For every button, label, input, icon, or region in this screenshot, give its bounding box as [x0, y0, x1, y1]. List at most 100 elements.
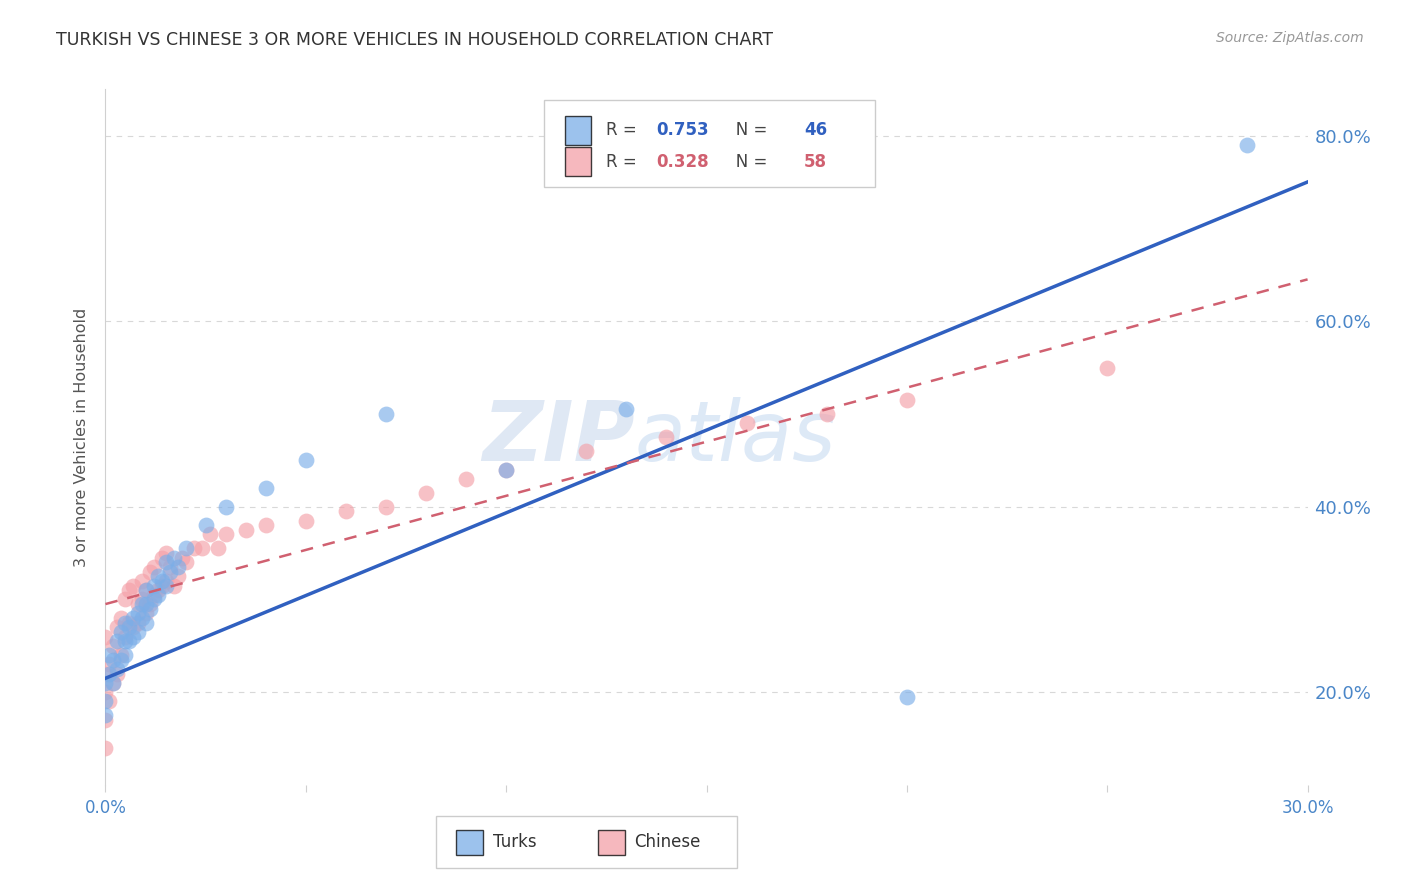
Text: 46: 46 — [804, 121, 827, 139]
Point — [103, 676, 125, 690]
Point — [142, 560, 165, 574]
FancyBboxPatch shape — [544, 100, 875, 186]
Point — [107, 634, 129, 648]
Point — [118, 583, 141, 598]
Point — [295, 514, 318, 528]
Point — [94, 630, 117, 644]
Point — [159, 560, 181, 574]
Point — [174, 555, 197, 569]
Point — [1236, 137, 1258, 152]
Point — [454, 472, 477, 486]
Text: 58: 58 — [804, 153, 827, 170]
Point — [575, 444, 598, 458]
FancyBboxPatch shape — [599, 830, 624, 855]
Point — [138, 565, 160, 579]
Point — [98, 666, 121, 681]
Point — [114, 648, 136, 662]
Point — [103, 653, 125, 667]
Point — [94, 685, 117, 699]
Point — [135, 615, 157, 630]
Point — [107, 666, 129, 681]
FancyBboxPatch shape — [565, 116, 591, 145]
Point — [98, 648, 121, 662]
Point — [135, 597, 157, 611]
Point — [122, 620, 145, 634]
Point — [194, 518, 217, 533]
Point — [142, 578, 165, 592]
FancyBboxPatch shape — [457, 830, 482, 855]
Text: 0.328: 0.328 — [657, 153, 709, 170]
Point — [114, 615, 136, 630]
Point — [235, 523, 257, 537]
Point — [131, 611, 153, 625]
Point — [127, 615, 149, 630]
Point — [118, 615, 141, 630]
Text: ZIP: ZIP — [482, 397, 634, 477]
Point — [94, 713, 117, 727]
Point — [138, 601, 160, 615]
Point — [135, 583, 157, 598]
Point — [214, 527, 236, 541]
Point — [166, 560, 188, 574]
Text: R =: R = — [606, 121, 641, 139]
Text: TURKISH VS CHINESE 3 OR MORE VEHICLES IN HOUSEHOLD CORRELATION CHART: TURKISH VS CHINESE 3 OR MORE VEHICLES IN… — [56, 31, 773, 49]
Point — [146, 588, 169, 602]
Text: N =: N = — [720, 121, 772, 139]
Point — [162, 550, 184, 565]
Text: 0.753: 0.753 — [657, 121, 709, 139]
Point — [207, 541, 229, 556]
Point — [174, 541, 197, 556]
Point — [655, 430, 678, 444]
Point — [150, 574, 173, 588]
FancyBboxPatch shape — [436, 816, 737, 869]
Point — [155, 578, 177, 592]
Point — [495, 462, 517, 476]
Point — [616, 402, 638, 417]
Point — [198, 527, 221, 541]
Point — [155, 555, 177, 569]
Point — [98, 694, 121, 708]
Point — [374, 500, 398, 514]
Point — [94, 666, 117, 681]
Text: R =: R = — [606, 153, 641, 170]
Point — [254, 518, 277, 533]
Point — [131, 592, 153, 607]
Point — [110, 648, 132, 662]
Point — [815, 407, 838, 421]
Point — [374, 407, 398, 421]
Point — [94, 708, 117, 723]
Text: Turks: Turks — [492, 833, 536, 851]
Point — [103, 639, 125, 653]
Point — [735, 416, 758, 430]
Point — [122, 578, 145, 592]
Point — [122, 630, 145, 644]
Point — [94, 694, 117, 708]
Point — [214, 500, 236, 514]
Point — [114, 592, 136, 607]
Text: N =: N = — [720, 153, 772, 170]
Point — [146, 583, 169, 598]
Point — [135, 583, 157, 598]
Text: Chinese: Chinese — [634, 833, 700, 851]
Point — [166, 569, 188, 583]
Point — [127, 624, 149, 639]
Point — [295, 453, 318, 467]
Text: Source: ZipAtlas.com: Source: ZipAtlas.com — [1216, 31, 1364, 45]
Point — [98, 657, 121, 672]
Point — [495, 462, 517, 476]
Point — [155, 574, 177, 588]
Y-axis label: 3 or more Vehicles in Household: 3 or more Vehicles in Household — [75, 308, 90, 566]
Point — [183, 541, 205, 556]
Point — [142, 592, 165, 607]
Point — [122, 611, 145, 625]
Point — [127, 597, 149, 611]
Point — [254, 481, 277, 495]
Point — [159, 565, 181, 579]
Point — [103, 676, 125, 690]
Point — [118, 634, 141, 648]
Point — [415, 485, 437, 500]
FancyBboxPatch shape — [565, 147, 591, 177]
Point — [118, 620, 141, 634]
Point — [155, 546, 177, 560]
Point — [190, 541, 212, 556]
